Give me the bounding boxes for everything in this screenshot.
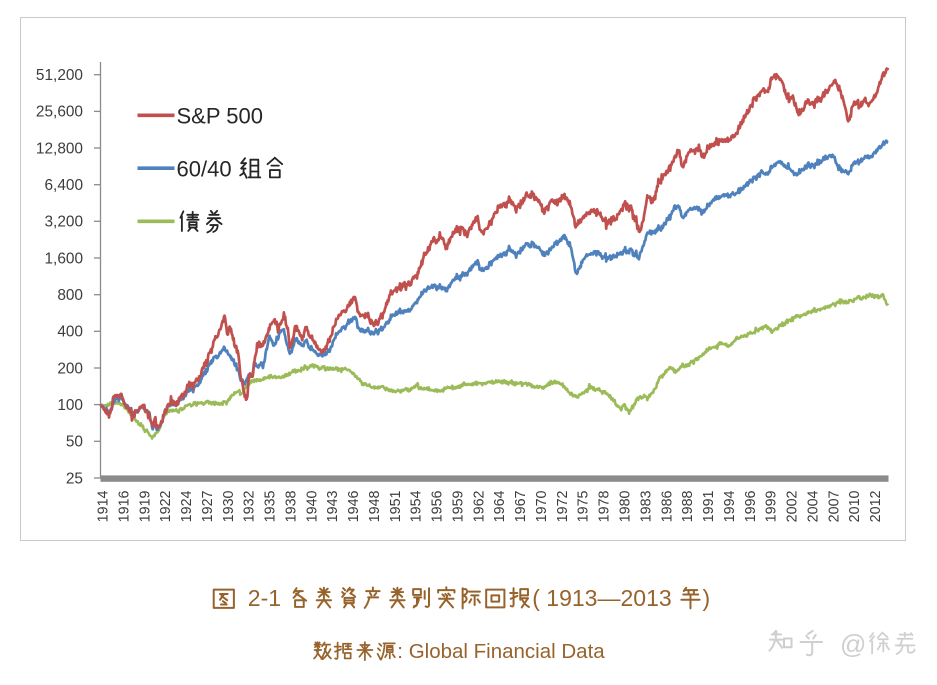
svg-text:3,200: 3,200 (44, 214, 83, 231)
svg-text:1978: 1978 (597, 490, 613, 522)
svg-text:@: @ (840, 629, 866, 659)
svg-text:1959: 1959 (451, 490, 467, 522)
svg-text:1983: 1983 (638, 490, 654, 522)
svg-text:1930: 1930 (221, 490, 237, 522)
svg-text:1986: 1986 (659, 490, 675, 522)
svg-text:1996: 1996 (743, 490, 759, 522)
svg-text:1,600: 1,600 (44, 250, 83, 267)
svg-text:60/40: 60/40 (177, 156, 232, 181)
svg-text:2013: 2013 (621, 585, 672, 611)
svg-text:6,400: 6,400 (44, 177, 83, 194)
svg-text:25,600: 25,600 (36, 104, 83, 121)
svg-text:1954: 1954 (409, 490, 425, 522)
svg-text:: Global Financial Data: : Global Financial Data (397, 640, 605, 663)
svg-text:1927: 1927 (200, 490, 216, 522)
svg-text:1951: 1951 (388, 490, 404, 522)
svg-text:1922: 1922 (158, 490, 174, 522)
svg-text:1994: 1994 (722, 490, 738, 522)
svg-text:1991: 1991 (701, 490, 717, 522)
svg-text:1913: 1913 (546, 585, 597, 611)
svg-text:800: 800 (57, 287, 83, 304)
svg-text:2007: 2007 (826, 490, 842, 522)
svg-text:1972: 1972 (555, 490, 571, 522)
svg-text:1919: 1919 (137, 490, 153, 522)
svg-text:25: 25 (66, 470, 83, 487)
svg-text:2-1: 2-1 (248, 585, 281, 611)
svg-text:—: — (598, 585, 621, 611)
svg-text:1999: 1999 (764, 490, 780, 522)
svg-text:(: ( (532, 585, 540, 611)
svg-text:): ) (703, 585, 711, 611)
svg-text:100: 100 (57, 397, 83, 414)
svg-text:1975: 1975 (576, 490, 592, 522)
svg-text:2010: 2010 (847, 490, 863, 522)
svg-text:1914: 1914 (96, 490, 112, 522)
svg-text:1964: 1964 (492, 490, 508, 522)
svg-text:1956: 1956 (430, 490, 446, 522)
svg-text:200: 200 (57, 360, 83, 377)
svg-text:50: 50 (66, 434, 83, 451)
svg-text:1935: 1935 (263, 490, 279, 522)
svg-text:51,200: 51,200 (36, 67, 83, 84)
svg-text:2002: 2002 (785, 490, 801, 522)
svg-text:2004: 2004 (805, 490, 821, 522)
svg-text:2012: 2012 (868, 490, 884, 522)
svg-text:1943: 1943 (325, 490, 341, 522)
svg-text:1924: 1924 (179, 490, 195, 522)
svg-text:1988: 1988 (680, 490, 696, 522)
svg-text:1980: 1980 (618, 490, 634, 522)
svg-text:1938: 1938 (283, 490, 299, 522)
svg-text:12,800: 12,800 (36, 140, 83, 157)
svg-text:1967: 1967 (513, 490, 529, 522)
svg-text:S&P 500: S&P 500 (177, 104, 263, 129)
svg-text:1948: 1948 (367, 490, 383, 522)
svg-text:1946: 1946 (346, 490, 362, 522)
svg-text:1970: 1970 (534, 490, 550, 522)
svg-text:1962: 1962 (471, 490, 487, 522)
svg-text:1916: 1916 (116, 490, 132, 522)
svg-text:1932: 1932 (242, 490, 258, 522)
svg-text:400: 400 (57, 324, 83, 341)
svg-text:1940: 1940 (304, 490, 320, 522)
